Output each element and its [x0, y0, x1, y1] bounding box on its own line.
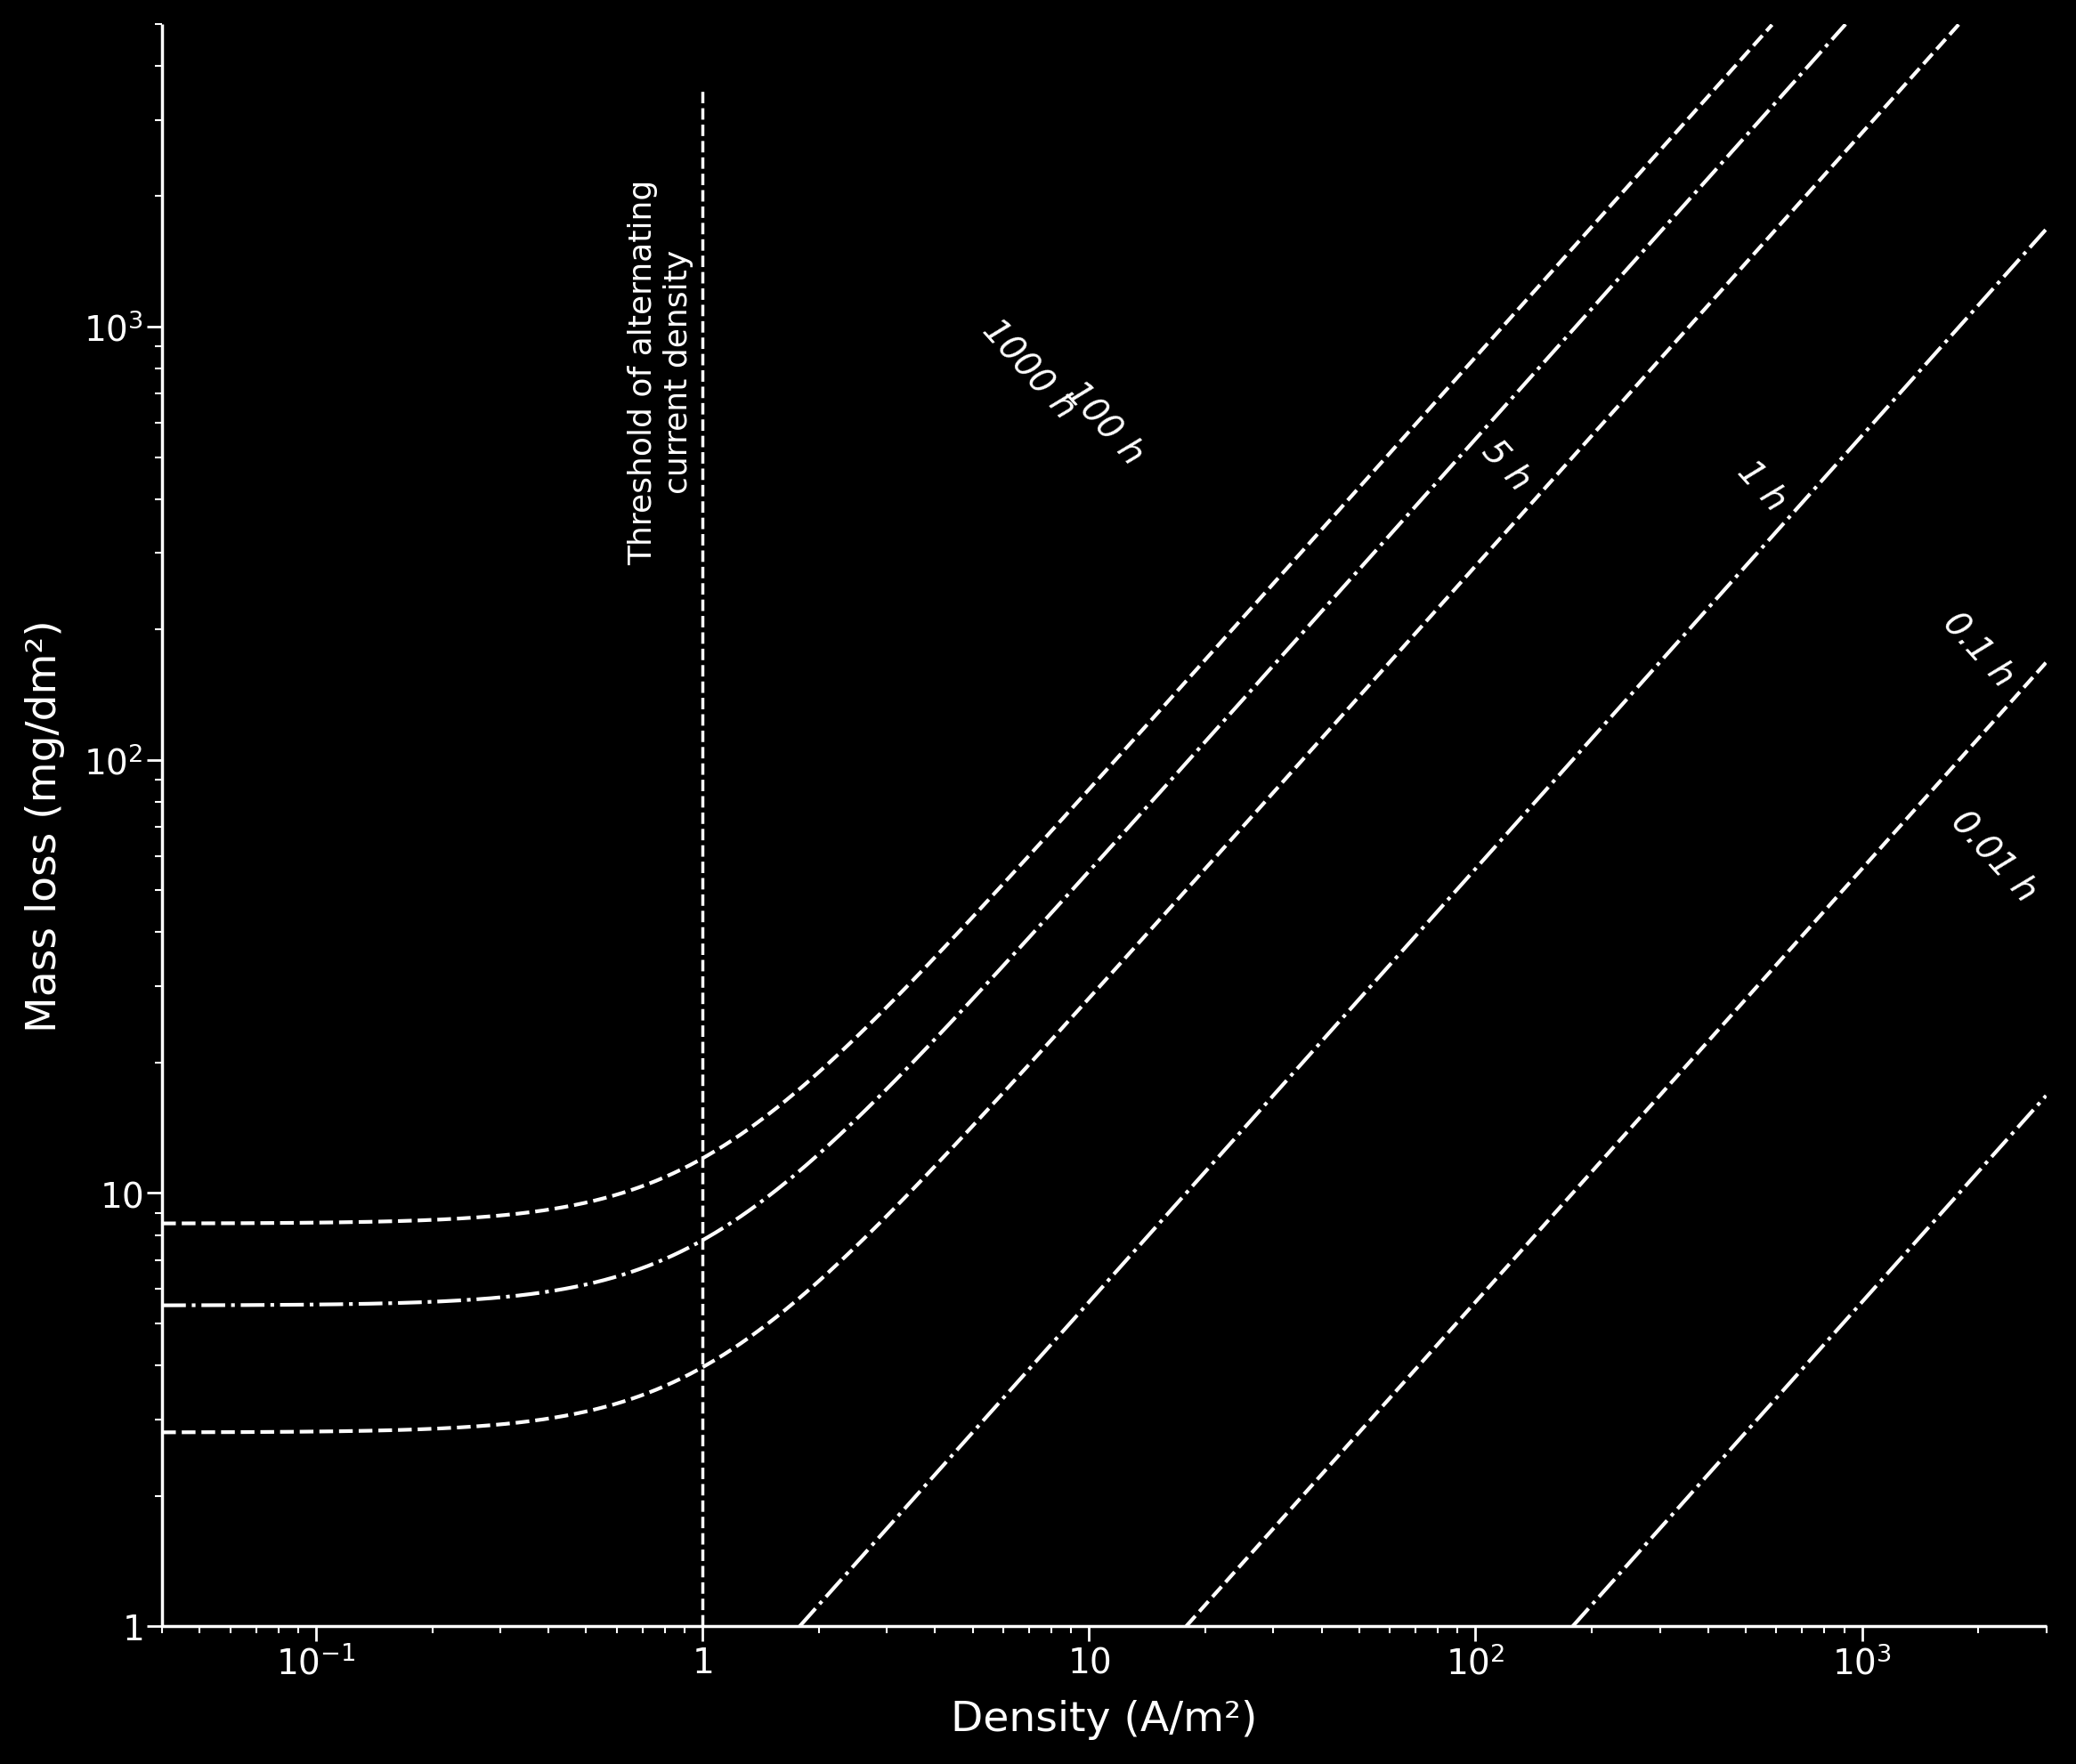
Text: 100 h: 100 h [1059, 376, 1150, 471]
Text: Threshold of alternating
current density: Threshold of alternating current density [629, 180, 693, 564]
Y-axis label: Mass loss (mg/dm²): Mass loss (mg/dm²) [25, 619, 64, 1032]
X-axis label: Density (A/m²): Density (A/m²) [951, 1699, 1258, 1739]
Text: 5 h: 5 h [1476, 434, 1536, 497]
Text: 1 h: 1 h [1731, 455, 1792, 519]
Text: 1000 h: 1000 h [976, 312, 1082, 425]
Text: 0.01 h: 0.01 h [1945, 804, 2043, 908]
Text: 0.1 h: 0.1 h [1937, 605, 2020, 693]
